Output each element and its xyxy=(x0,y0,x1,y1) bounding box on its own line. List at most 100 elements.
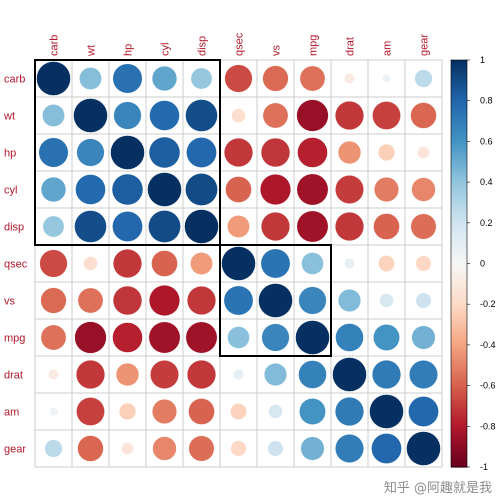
colorbar-segment xyxy=(451,82,467,86)
colorbar-segment xyxy=(451,285,467,289)
colorbar-segment xyxy=(451,363,467,366)
colorbar-segment xyxy=(451,405,467,409)
row-label-carb: carb xyxy=(4,74,25,86)
colorbar-segment xyxy=(451,283,467,287)
corr-circle-mpg-drat xyxy=(335,323,364,352)
corr-circle-wt-disp xyxy=(185,99,218,132)
colorbar-segment xyxy=(451,387,467,391)
colorbar-segment xyxy=(451,314,467,318)
corr-circle-drat-drat xyxy=(332,357,367,392)
colorbar-segment xyxy=(451,322,467,326)
colorbar-segment xyxy=(451,452,467,456)
corr-circle-gear-wt xyxy=(77,435,104,462)
col-label-qsec: qsec xyxy=(234,32,246,56)
colorbar-segment xyxy=(451,281,467,285)
colorbar-segment xyxy=(451,442,467,446)
colorbar-segment xyxy=(451,163,467,167)
corr-circle-cyl-drat xyxy=(335,175,364,204)
corr-circle-hp-carb xyxy=(38,137,69,168)
colorbar-segment xyxy=(451,353,467,356)
corr-circle-cyl-gear xyxy=(411,177,436,202)
colorbar-segment xyxy=(451,265,467,269)
colorbar-segment xyxy=(451,279,467,283)
colorbar-segment xyxy=(451,289,467,293)
corr-circle-wt-carb xyxy=(42,104,65,127)
corr-circle-am-cyl xyxy=(152,399,177,424)
colorbar-segment xyxy=(451,96,467,100)
colorbar-segment xyxy=(451,448,467,452)
colorbar-segment xyxy=(451,342,467,346)
colorbar-segment xyxy=(451,190,467,193)
colorbar-segment xyxy=(451,200,467,204)
colorbar-segment xyxy=(451,422,467,425)
corr-circle-qsec-hp xyxy=(112,248,143,279)
colorbar-segment xyxy=(451,389,467,393)
colorbar-segment xyxy=(451,403,467,407)
corr-circle-disp-wt xyxy=(74,210,107,243)
corr-circle-wt-drat xyxy=(334,100,365,131)
colorbar-segment xyxy=(451,188,467,191)
corr-circle-disp-hp xyxy=(112,211,143,242)
colorbar-segment xyxy=(451,446,467,450)
colorbar-segment xyxy=(451,324,467,328)
corr-circle-carb-vs xyxy=(262,65,289,92)
corr-circle-drat-qsec xyxy=(233,369,244,380)
colorbar-tick-label: 0.8 xyxy=(480,96,493,106)
colorbar-segment xyxy=(451,334,467,338)
row-label-wt: wt xyxy=(3,111,15,123)
colorbar: 1 0.8 0.6 0.4 0.2 0 -0.2 -0.4 -0.6 -0.8 -1 xyxy=(450,55,496,472)
colorbar-segment xyxy=(451,273,467,277)
colorbar-tick-label: -0.6 xyxy=(480,381,496,391)
colorbar-segment xyxy=(451,224,467,228)
corr-circle-mpg-vs xyxy=(261,323,290,352)
colorbar-segment xyxy=(451,381,467,385)
colorbar-segment xyxy=(451,100,467,104)
colorbar-segment xyxy=(451,127,467,130)
colorbar-segment xyxy=(451,243,467,246)
corr-circle-am-gear xyxy=(408,396,439,427)
corr-circle-hp-disp xyxy=(186,137,217,168)
corr-circle-gear-drat xyxy=(335,434,364,463)
colorbar-segment xyxy=(451,153,467,157)
colorbar-segment xyxy=(451,397,467,401)
colorbar-segment xyxy=(451,298,467,301)
corr-circle-carb-drat xyxy=(344,73,355,84)
colorbar-segment xyxy=(451,251,467,254)
corr-circle-cyl-cyl xyxy=(147,172,182,207)
corr-circle-qsec-carb xyxy=(39,249,68,278)
colorbar-segment xyxy=(451,267,467,271)
colorbar-segment xyxy=(451,302,467,305)
corr-circle-mpg-gear xyxy=(411,325,436,350)
colorbar-segment xyxy=(451,123,467,126)
colorbar-segment xyxy=(451,336,467,340)
row-label-cyl: cyl xyxy=(4,185,17,197)
corr-circle-cyl-am xyxy=(374,177,399,202)
colorbar-segment xyxy=(451,464,467,468)
col-label-gear: gear xyxy=(419,34,431,56)
corr-circle-disp-vs xyxy=(260,211,291,242)
colorbar-segment xyxy=(451,104,467,108)
col-label-vs: vs xyxy=(271,45,283,57)
corr-circle-hp-mpg xyxy=(297,137,328,168)
corr-circle-disp-drat xyxy=(334,211,365,242)
correlation-circles xyxy=(36,61,441,466)
corr-circle-am-carb xyxy=(49,407,58,416)
corr-circle-hp-am xyxy=(377,143,396,162)
colorbar-tick-label: -0.2 xyxy=(480,299,496,309)
colorbar-segment xyxy=(451,375,467,379)
col-label-mpg: mpg xyxy=(308,35,320,56)
colorbar-segment xyxy=(451,432,467,436)
corr-circle-mpg-qsec xyxy=(227,326,250,349)
corr-circle-disp-carb xyxy=(42,215,65,238)
corr-circle-hp-gear xyxy=(417,146,430,159)
colorbar-segment xyxy=(451,426,467,429)
colorbar-segment xyxy=(451,125,467,128)
colorbar-segment xyxy=(451,410,467,413)
colorbar-segment xyxy=(451,114,467,118)
corr-circle-gear-disp xyxy=(188,435,215,462)
colorbar-segment xyxy=(451,192,467,195)
colorbar-segment xyxy=(451,330,467,334)
corr-circle-vs-hp xyxy=(112,285,143,316)
colorbar-segment xyxy=(451,454,467,458)
row-label-disp: disp xyxy=(4,222,24,234)
